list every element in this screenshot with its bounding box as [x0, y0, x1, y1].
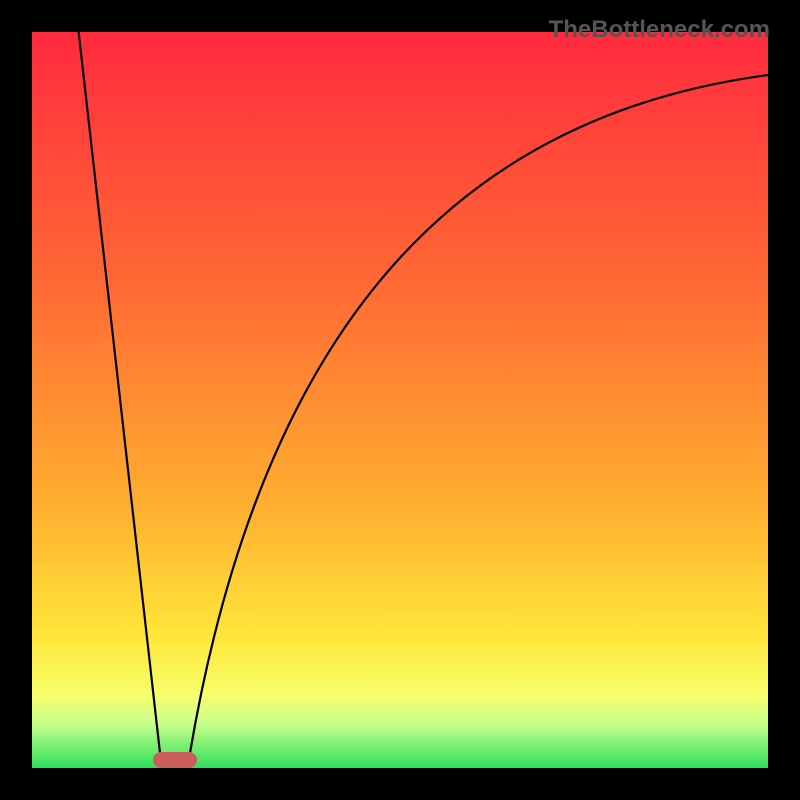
- watermark-text: TheBottleneck.com: [549, 16, 770, 44]
- chart-container: TheBottleneck.com: [0, 0, 800, 800]
- bottleneck-marker: [153, 752, 197, 768]
- bottleneck-curve: [0, 0, 800, 800]
